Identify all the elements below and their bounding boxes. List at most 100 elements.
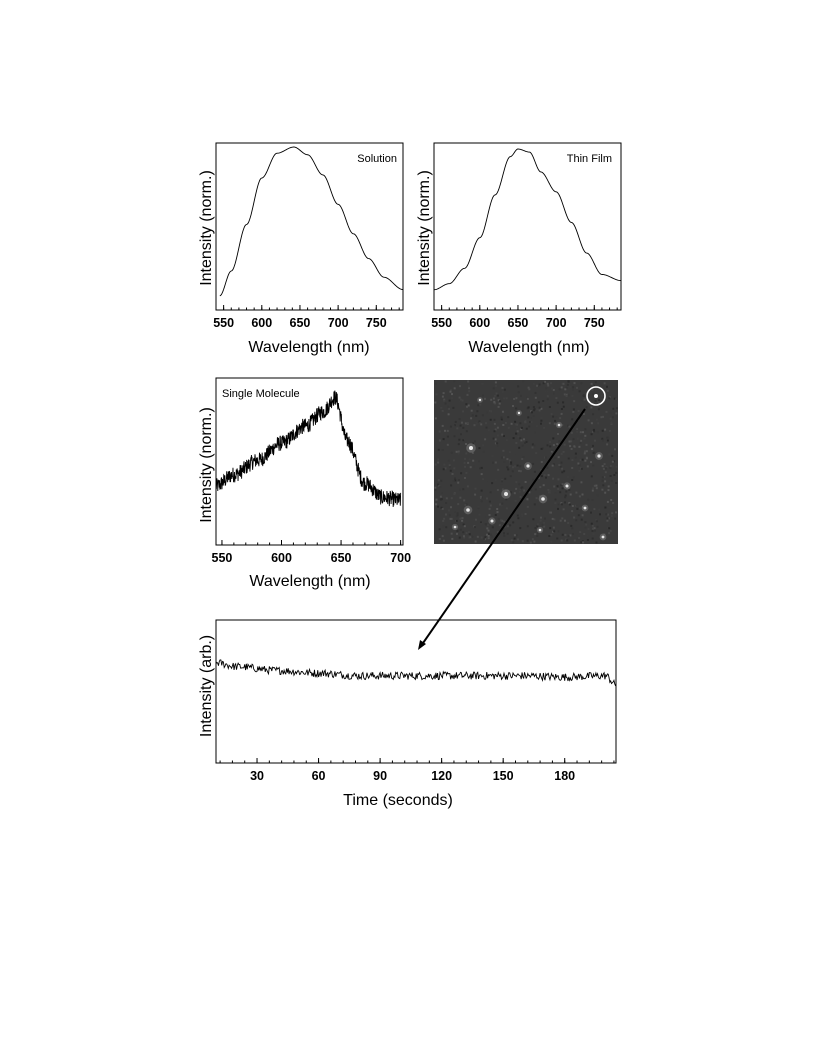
noise-pixel (513, 452, 516, 455)
noise-pixel (578, 463, 581, 466)
noise-pixel (482, 444, 485, 447)
noise-pixel (480, 500, 483, 503)
fluorescent-spot (469, 446, 473, 450)
noise-pixel (609, 529, 612, 532)
noise-pixel (446, 475, 449, 478)
noise-pixel (527, 406, 530, 409)
noise-pixel (565, 386, 568, 389)
noise-pixel (526, 396, 529, 399)
noise-pixel (612, 502, 615, 504)
x-tick-label: 700 (328, 316, 349, 330)
noise-pixel (462, 488, 465, 491)
noise-pixel (608, 453, 611, 456)
noise-pixel (517, 538, 519, 541)
noise-pixel (510, 462, 513, 465)
noise-pixel (435, 393, 438, 396)
noise-pixel (488, 507, 491, 510)
noise-pixel (575, 519, 578, 522)
noise-pixel (557, 488, 560, 490)
noise-pixel (571, 527, 574, 530)
noise-pixel (517, 391, 520, 394)
x-tick-label: 650 (331, 551, 352, 565)
noise-pixel (556, 401, 559, 404)
noise-pixel (590, 433, 593, 436)
noise-pixel (440, 479, 443, 482)
noise-pixel (513, 492, 516, 495)
noise-pixel (533, 540, 536, 543)
noise-pixel (566, 393, 568, 396)
noise-pixel (466, 405, 468, 408)
fluorescent-spot (490, 519, 494, 523)
noise-pixel (514, 499, 517, 502)
noise-pixel (592, 413, 595, 416)
noise-pixel (552, 415, 555, 418)
noise-pixel (480, 536, 483, 539)
noise-pixel (580, 382, 583, 385)
noise-pixel (469, 536, 472, 539)
noise-pixel (532, 406, 535, 409)
noise-pixel (480, 473, 483, 476)
noise-pixel (506, 532, 509, 535)
noise-pixel (493, 422, 496, 425)
noise-pixel (585, 395, 587, 398)
noise-pixel (545, 476, 547, 479)
noise-pixel (544, 380, 547, 383)
noise-pixel (601, 488, 604, 491)
noise-pixel (583, 394, 586, 397)
noise-pixel (481, 414, 484, 417)
noise-pixel (609, 417, 612, 420)
noise-pixel (516, 430, 519, 433)
y-axis-label: Intensity (arb.) (198, 635, 215, 737)
noise-pixel (512, 466, 514, 469)
noise-pixel (608, 506, 610, 509)
noise-pixel (568, 502, 571, 505)
noise-pixel (454, 420, 457, 423)
noise-pixel (454, 479, 457, 482)
noise-pixel (573, 400, 576, 403)
noise-pixel (587, 528, 590, 530)
noise-pixel (454, 424, 456, 427)
noise-pixel (442, 438, 445, 441)
noise-pixel (457, 481, 460, 484)
noise-pixel (525, 427, 528, 430)
noise-pixel (614, 517, 617, 520)
noise-pixel (576, 504, 578, 507)
noise-pixel (560, 461, 563, 464)
noise-pixel (606, 500, 609, 503)
noise-pixel (597, 408, 600, 411)
x-axis-label: Wavelength (nm) (468, 339, 589, 356)
noise-pixel (521, 515, 524, 518)
fluorescent-spot (601, 535, 605, 539)
noise-pixel (596, 525, 599, 528)
noise-pixel (540, 516, 542, 519)
noise-pixel (462, 531, 465, 534)
noise-pixel (571, 467, 574, 469)
noise-pixel (604, 467, 607, 470)
noise-pixel (530, 411, 533, 414)
noise-pixel (567, 394, 570, 397)
noise-pixel (557, 503, 560, 506)
x-tick-label: 550 (431, 316, 452, 330)
noise-pixel (567, 424, 570, 427)
noise-pixel (468, 533, 471, 536)
noise-pixel (523, 425, 526, 428)
fluorescent-spot (526, 464, 530, 468)
noise-pixel (600, 416, 603, 419)
noise-pixel (542, 382, 545, 385)
noise-pixel (576, 507, 579, 510)
noise-pixel (485, 426, 488, 429)
noise-pixel (517, 435, 520, 438)
noise-pixel (444, 429, 446, 432)
noise-pixel (479, 403, 482, 406)
noise-pixel (558, 440, 561, 443)
noise-pixel (493, 418, 496, 421)
noise-pixel (567, 457, 570, 460)
noise-pixel (521, 410, 524, 412)
noise-pixel (608, 532, 611, 535)
noise-pixel (603, 476, 606, 478)
noise-pixel (560, 539, 563, 542)
noise-pixel (615, 412, 618, 415)
noise-pixel (463, 536, 466, 539)
noise-pixel (606, 517, 609, 520)
noise-pixel (585, 450, 588, 453)
